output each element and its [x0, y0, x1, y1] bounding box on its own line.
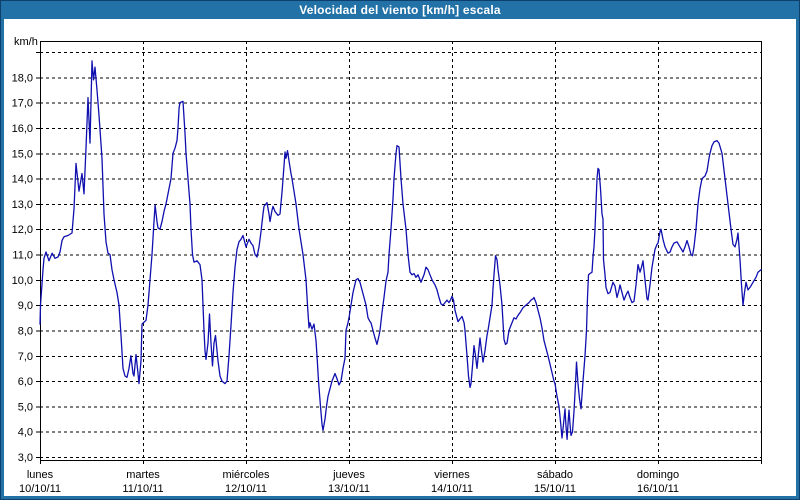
y-tick-label: 18,0: [12, 72, 33, 84]
axes-frame: [36, 41, 762, 464]
day-date-label: 11/10/11: [122, 483, 163, 495]
day-name-label: miércoles: [222, 469, 270, 481]
day-date-label: 16/10/11: [637, 483, 679, 495]
y-tick-label: 8,0: [18, 325, 33, 337]
y-axis-tick-labels: 3,0 4,0 5,0 6,0 7,0 8,0 9,0 10,0 11,0 12,0 13,0 14,…: [12, 72, 33, 464]
y-tick-label: 5,0: [18, 401, 33, 413]
y-tick-label: 11,0: [12, 250, 33, 262]
y-axis-unit-label: km/h: [14, 36, 38, 48]
day-name-label: viernes: [434, 469, 470, 481]
day-name-label: sábado: [537, 469, 573, 481]
y-tick-label: 17,0: [12, 98, 33, 110]
y-tick-label: 15,0: [12, 148, 33, 160]
gridlines: [40, 41, 761, 460]
day-name-label: domingo: [637, 469, 679, 481]
y-tick-label: 4,0: [18, 427, 33, 439]
y-tick-label: 16,0: [12, 123, 33, 135]
day-date-label: 14/10/11: [431, 483, 473, 495]
y-tick-label: 7,0: [18, 351, 33, 363]
window-title: Velocidad del viento [km/h] escala: [299, 3, 501, 17]
day-date-label: 15/10/11: [534, 483, 576, 495]
y-tick-label: 10,0: [12, 275, 33, 287]
wind-speed-line: [39, 60, 762, 440]
y-tick-label: 3,0: [18, 452, 33, 464]
wind-speed-chart: 3,0 4,0 5,0 6,0 7,0 8,0 9,0 10,0 11,0 12,0 13,0 14,…: [12, 41, 762, 495]
x-axis-day-labels: lunes 10/10/11 martes 11/10/11 miércoles 12/1…: [19, 469, 679, 495]
chart-area: km/h 3,0 4,0 5,0 6,0 7,0 8,0 9,0 10,0 11,0 12,0 13…: [4, 19, 796, 496]
day-name-label: jueves: [332, 469, 365, 481]
y-tick-label: 14,0: [12, 174, 33, 186]
y-tick-label: 12,0: [12, 224, 33, 236]
title-bar: Velocidad del viento [km/h] escala: [1, 1, 799, 19]
day-date-label: 12/10/11: [225, 483, 267, 495]
y-tick-label: 13,0: [12, 199, 33, 211]
day-date-label: 13/10/11: [328, 483, 370, 495]
day-name-label: martes: [126, 469, 160, 481]
y-tick-label: 9,0: [18, 300, 33, 312]
day-date-label: 10/10/11: [19, 483, 61, 495]
day-name-label: lunes: [27, 469, 54, 481]
y-tick-label: 6,0: [18, 376, 33, 388]
